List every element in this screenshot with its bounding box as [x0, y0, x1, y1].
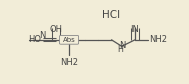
Text: N: N [40, 30, 46, 39]
Text: HO: HO [29, 35, 41, 44]
Text: NH2: NH2 [150, 35, 168, 44]
Text: H: H [117, 45, 123, 54]
Text: N: N [119, 41, 126, 50]
Text: HCl: HCl [102, 10, 121, 20]
Text: OH: OH [49, 25, 62, 34]
FancyBboxPatch shape [60, 35, 79, 44]
Text: NH2: NH2 [60, 58, 78, 67]
Text: Abs: Abs [63, 37, 75, 43]
Text: IN: IN [131, 25, 139, 34]
